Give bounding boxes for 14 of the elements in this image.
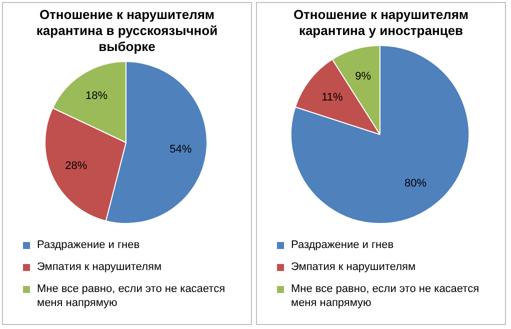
legend-label: Мне все равно, если это не касается меня напрямую: [37, 282, 226, 310]
legend-label: Раздражение и гнев: [291, 238, 394, 252]
legend-label: Раздражение и гнев: [37, 238, 140, 252]
chart-title: Отношение к нарушителям карантина в русскоязычной выборке: [35, 6, 219, 55]
legend-label: Мне все равно, если это не касается меня напрямую: [291, 282, 480, 310]
data-label: 28%: [65, 160, 88, 172]
data-label: 54%: [170, 143, 192, 156]
data-label: 80%: [404, 177, 427, 190]
legend-label: Эмпатия к нарушителям: [37, 260, 162, 274]
data-label: 11%: [322, 91, 343, 104]
chart-title: Отношение к нарушителям карантина у иностранцев: [292, 6, 470, 39]
data-label: 9%: [355, 70, 372, 82]
legend-label: Эмпатия к нарушителям: [291, 260, 416, 274]
data-label: 18%: [85, 90, 108, 102]
